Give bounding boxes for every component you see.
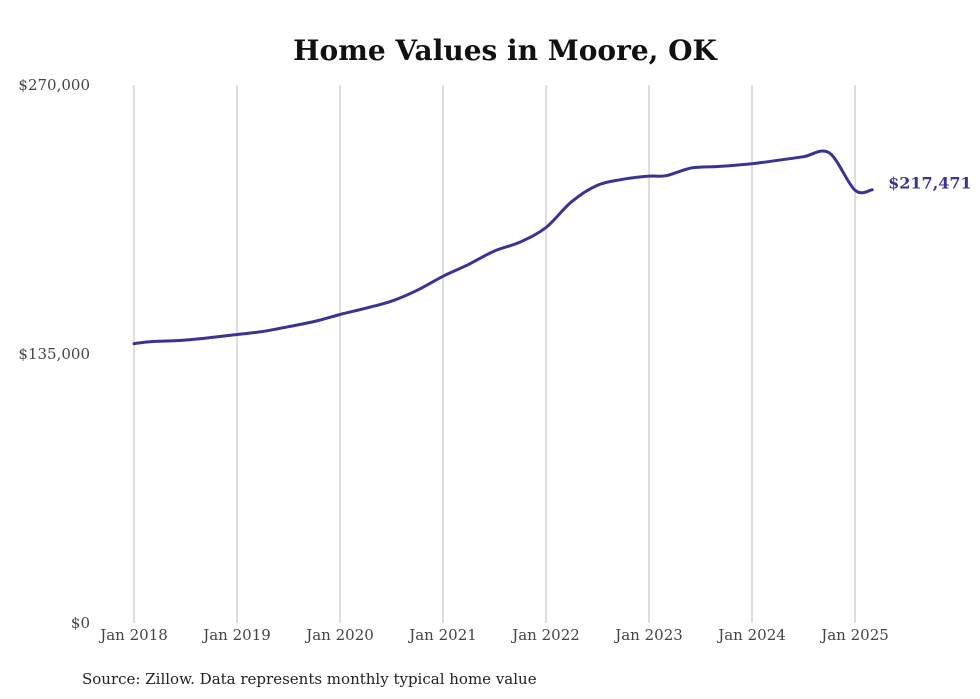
y-tick-label: $0 xyxy=(71,614,90,632)
x-axis: Jan 2018 Jan 2019 Jan 2020 Jan 2021 Jan 2022… xyxy=(98,626,889,644)
series-layer: $217,471 xyxy=(132,149,972,346)
end-value-label: $217,471 xyxy=(888,174,972,193)
x-tick-label: Jan 2023 xyxy=(613,626,683,644)
x-tick-label: Jan 2018 xyxy=(98,626,168,644)
y-tick-label: $270,000 xyxy=(18,76,90,94)
chart-title: Home Values in Moore, OK xyxy=(293,34,718,67)
x-tick-label: Jan 2022 xyxy=(510,626,580,644)
x-tick-label: Jan 2021 xyxy=(407,626,477,644)
x-tick-label: Jan 2020 xyxy=(304,626,374,644)
y-tick-label: $135,000 xyxy=(18,345,90,363)
x-tick-label: Jan 2019 xyxy=(201,626,271,644)
source-note: Source: Zillow. Data represents monthly … xyxy=(82,670,537,688)
series-line xyxy=(132,149,874,346)
y-axis: $0 $135,000 $270,000 xyxy=(18,76,90,632)
x-tick-label: Jan 2024 xyxy=(716,626,786,644)
x-tick-label: Jan 2025 xyxy=(819,626,889,644)
